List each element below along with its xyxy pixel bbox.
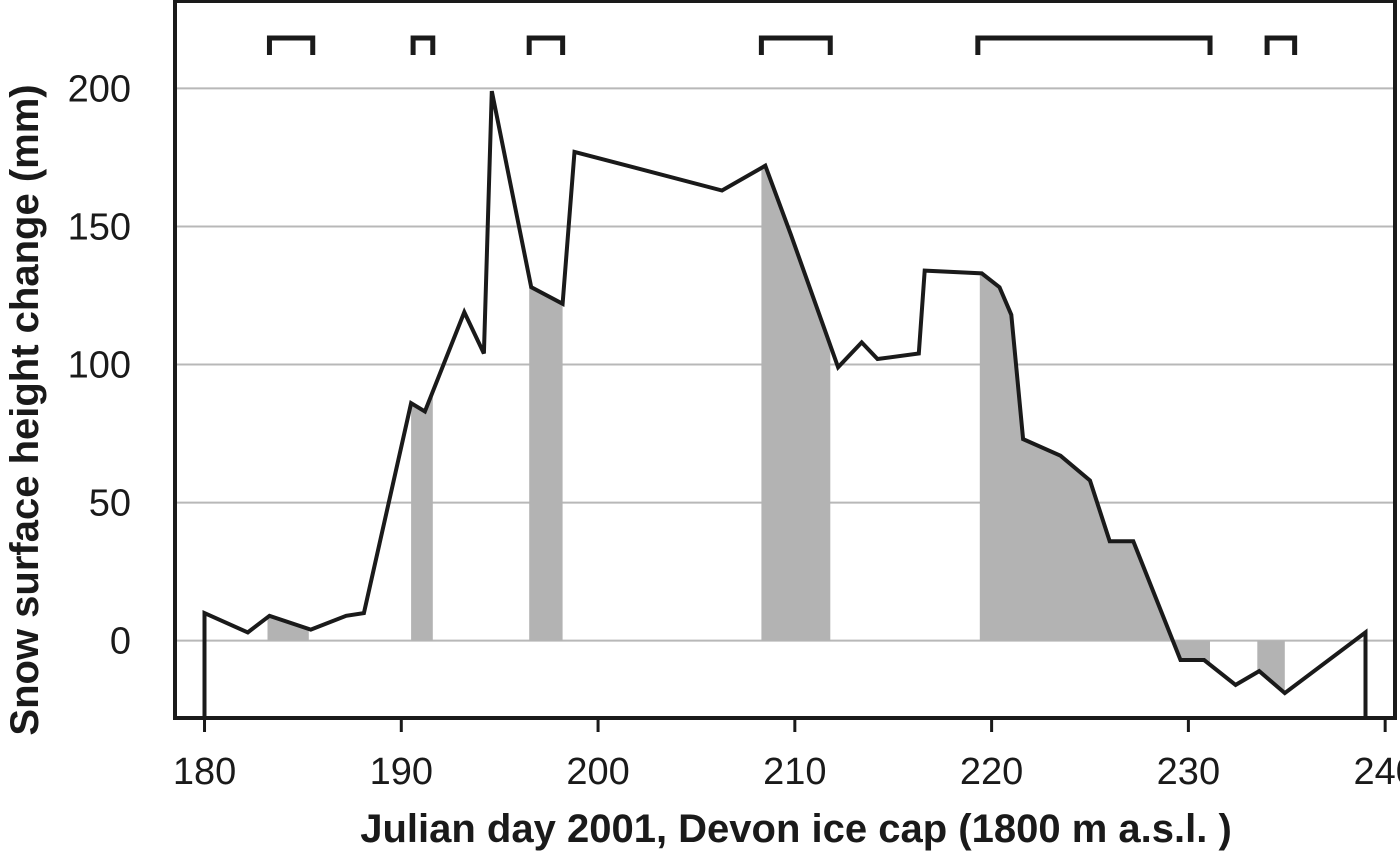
period-bracket-6 bbox=[1264, 35, 1298, 55]
period-bracket-1 bbox=[266, 35, 316, 55]
shaded-period-3 bbox=[529, 277, 563, 641]
x-tick-label-210: 210 bbox=[763, 751, 826, 793]
y-tick-label-50: 50 bbox=[89, 483, 131, 525]
plot-frame bbox=[173, 0, 1397, 720]
period-brackets bbox=[266, 35, 1298, 55]
shaded-period-4 bbox=[761, 165, 831, 641]
y-tick-label-0: 0 bbox=[110, 621, 131, 663]
tick-labels: 180 190 200 210 220 230 240 0 50 100 150 200 bbox=[68, 68, 1400, 793]
x-tick-label-220: 220 bbox=[960, 751, 1023, 793]
x-axis-title: Julian day 2001, Devon ice cap (1800 m a… bbox=[360, 807, 1232, 851]
x-tick-label-200: 200 bbox=[566, 751, 629, 793]
shaded-period-1 bbox=[267, 615, 309, 641]
x-tick-label-180: 180 bbox=[173, 751, 236, 793]
x-tick-label-190: 190 bbox=[370, 751, 433, 793]
series-line bbox=[202, 90, 1368, 718]
y-axis-title: Snow surface height change (mm) bbox=[3, 84, 47, 735]
x-tick-label-230: 230 bbox=[1157, 751, 1220, 793]
shaded-periods bbox=[267, 165, 1285, 694]
y-tick-label-200: 200 bbox=[68, 68, 131, 110]
x-tick-label-240: 240 bbox=[1353, 751, 1400, 793]
period-bracket-4 bbox=[758, 35, 833, 55]
series-lines bbox=[202, 90, 1368, 718]
axes bbox=[173, 0, 1397, 732]
shaded-period-5 bbox=[979, 273, 1210, 665]
y-tick-label-100: 100 bbox=[68, 345, 131, 387]
period-bracket-5 bbox=[975, 35, 1213, 55]
period-bracket-3 bbox=[526, 35, 566, 55]
period-bracket-2 bbox=[410, 35, 436, 55]
y-tick-label-150: 150 bbox=[68, 206, 131, 248]
shaded-period-6 bbox=[1257, 640, 1285, 694]
shaded-period-2 bbox=[411, 391, 433, 641]
